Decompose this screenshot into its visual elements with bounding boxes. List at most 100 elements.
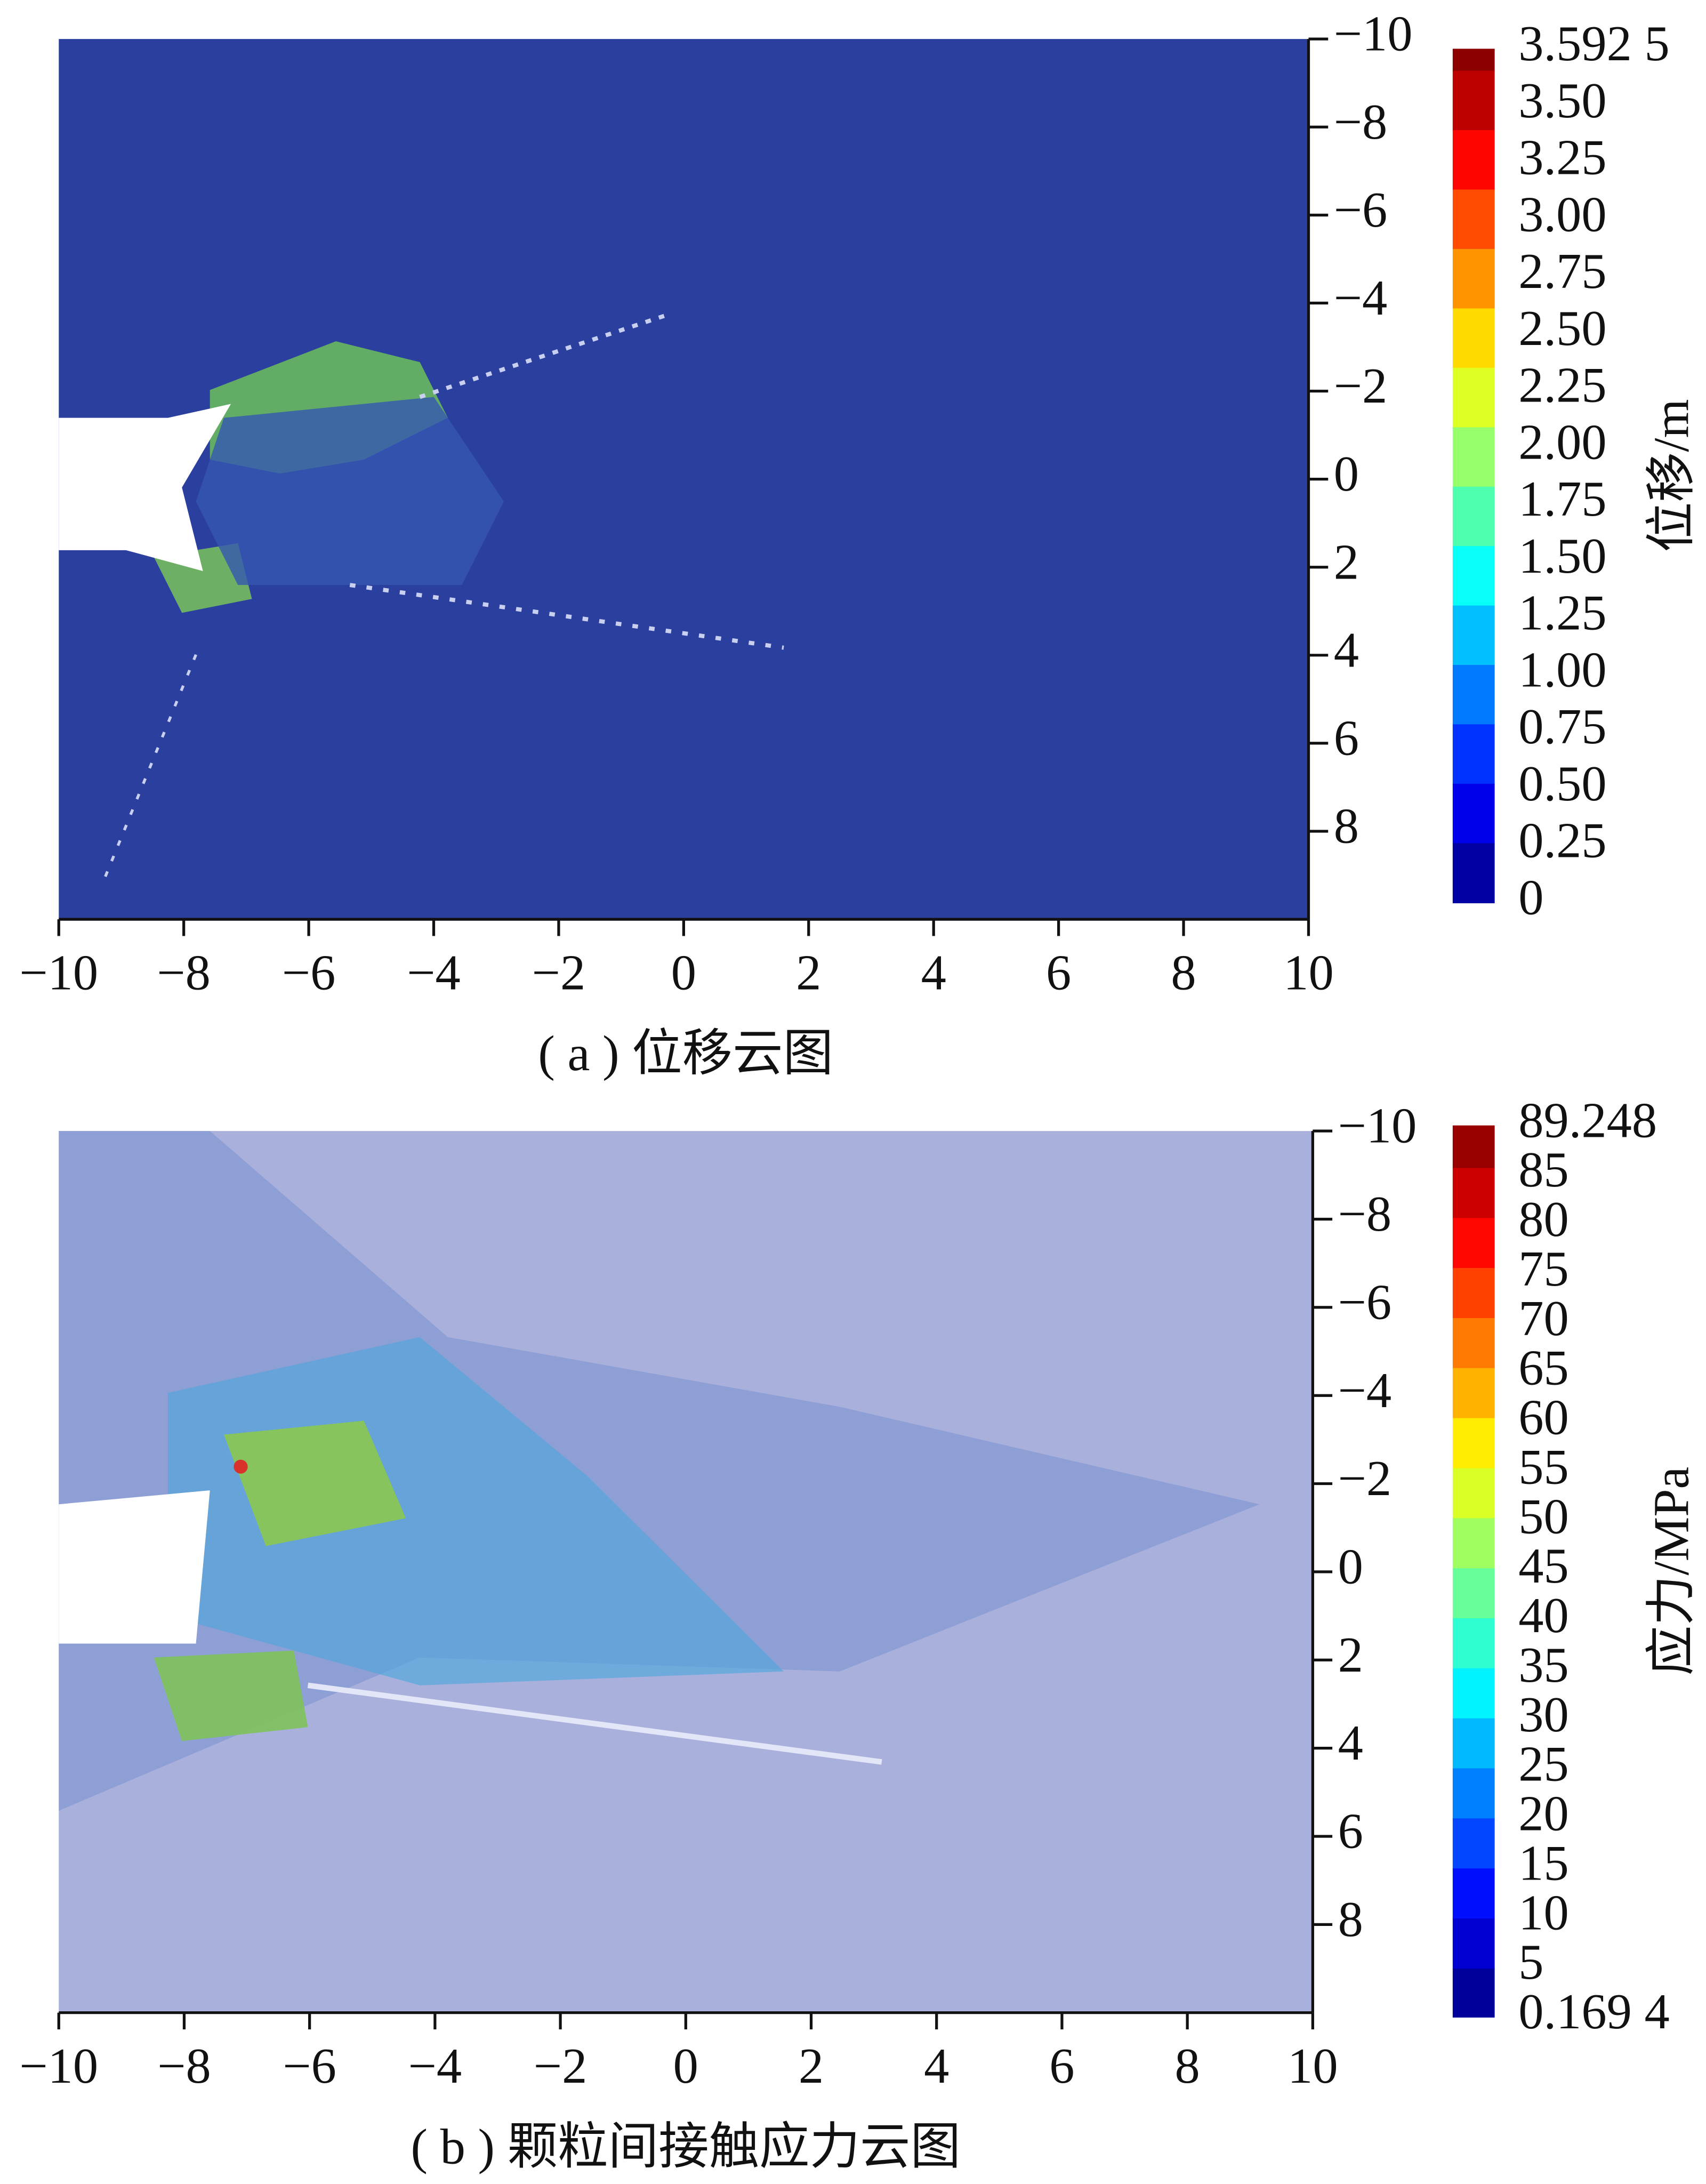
x-tick-label: 4: [924, 2038, 949, 2094]
colorbar-band: [1452, 1468, 1495, 1519]
y-tick-label: 2: [1334, 534, 1359, 590]
x-tick-label: 10: [1287, 2038, 1338, 2094]
field-blob: [168, 1337, 784, 1685]
colorbar-band: [1452, 1568, 1495, 1619]
y-tick-label: −4: [1334, 270, 1388, 326]
x-tick-label: −2: [534, 2038, 588, 2094]
y-tick-label: −8: [1338, 1186, 1392, 1242]
x-tick-label: 4: [921, 945, 946, 1001]
x-tick-label: 6: [1049, 2038, 1074, 2094]
x-tick-label: 10: [1283, 945, 1333, 1001]
colorbar-band: [1452, 1318, 1495, 1369]
colorbar-band: [1452, 49, 1495, 71]
x-tick-label: −6: [283, 2038, 336, 2094]
colorbar-band: [1452, 1968, 1495, 2018]
caption: ( a ) 位移云图: [538, 1026, 833, 1081]
colorbar-tick-label: 1.50: [1518, 528, 1606, 584]
x-tick-label: 0: [673, 2038, 698, 2094]
colorbar-band: [1452, 1618, 1495, 1669]
colorbar-band: [1452, 1518, 1495, 1569]
colorbar-tick-label: 40: [1518, 1588, 1568, 1643]
y-tick-label: 8: [1334, 799, 1359, 854]
y-tick-label: −2: [1334, 358, 1388, 414]
colorbar-tick-label: 3.00: [1518, 187, 1606, 242]
colorbar-tick-label: 35: [1518, 1637, 1568, 1693]
colorbar-band: [1452, 546, 1495, 606]
field-blob: [234, 1459, 248, 1474]
y-tick-label: 8: [1338, 1892, 1363, 1947]
y-tick-label: −4: [1338, 1363, 1392, 1418]
colorbar-band: [1452, 1868, 1495, 1920]
colorbar-band: [1452, 783, 1495, 844]
x-tick-label: −8: [157, 2038, 211, 2094]
colorbar-band: [1452, 367, 1495, 428]
y-tick-label: 6: [1338, 1804, 1363, 1859]
field-crack: [419, 311, 673, 399]
colorbar-tick-label: 15: [1518, 1836, 1568, 1891]
field-blob: [224, 1420, 406, 1546]
colorbar-band: [1452, 130, 1495, 190]
y-tick-label: 4: [1338, 1715, 1363, 1771]
x-tick-label: −8: [157, 945, 211, 1001]
colorbar-tick-label: 0.25: [1518, 813, 1606, 869]
colorbar-tick-label: 50: [1518, 1489, 1568, 1545]
colorbar-band: [1452, 70, 1495, 131]
field-b: [59, 1131, 1313, 2013]
colorbar-band: [1452, 1168, 1495, 1219]
colorbar-tick-label: 0.50: [1518, 756, 1606, 812]
x-tick-label: 0: [671, 945, 696, 1001]
x-tick-label: −6: [282, 945, 336, 1001]
x-tick-label: −4: [408, 2038, 462, 2094]
colorbar-tick-label: 45: [1518, 1538, 1568, 1594]
colorbar-tick-label: 0: [1518, 870, 1543, 926]
x-tick-label: 6: [1046, 945, 1071, 1001]
colorbar-band: [1452, 1668, 1495, 1719]
y-tick-label: −6: [1334, 182, 1388, 238]
x-tick-label: −2: [532, 945, 586, 1001]
colorbar-tick-label: 2.50: [1518, 301, 1606, 356]
colorbar-label: 位移/m: [1644, 399, 1699, 552]
colorbar-band: [1452, 1718, 1495, 1769]
colorbar-tick-label: 25: [1518, 1737, 1568, 1792]
colorbar-tick-label: 3.25: [1518, 130, 1606, 186]
x-tick-label: −10: [19, 2038, 98, 2094]
colorbar-tick-label: 89.248: [1518, 1093, 1657, 1148]
colorbar-tick-label: 10: [1518, 1885, 1568, 1941]
colorbar-tick-label: 1.25: [1518, 585, 1606, 641]
x-tick-label: 8: [1171, 945, 1196, 1001]
colorbar-tick-label: 20: [1518, 1786, 1568, 1842]
colorbar-tick-label: 2.75: [1518, 244, 1606, 299]
colorbar-band: [1452, 1918, 1495, 1970]
y-tick-label: 0: [1338, 1539, 1363, 1595]
field-blob: [196, 397, 504, 585]
colorbar-band: [1452, 605, 1495, 666]
colorbar-tick-label: 75: [1518, 1241, 1568, 1297]
colorbar-tick-label: 2.25: [1518, 358, 1606, 413]
y-tick-label: −8: [1334, 94, 1388, 150]
colorbar-band: [1452, 1818, 1495, 1869]
field-void: [59, 1490, 210, 1644]
field-crack: [349, 583, 784, 650]
colorbar-band: [1452, 1768, 1495, 1819]
colorbar-tick-label: 30: [1518, 1687, 1568, 1743]
field-a: [59, 39, 1309, 920]
colorbar-tick-label: 1.75: [1518, 471, 1606, 527]
colorbar-band: [1452, 664, 1495, 725]
caption: ( b ) 颗粒间接触应力云图: [411, 2119, 961, 2175]
field-blob: [154, 1650, 308, 1741]
field-crack: [103, 654, 197, 878]
x-tick-label: −10: [19, 945, 98, 1001]
y-tick-label: 0: [1334, 446, 1359, 502]
colorbar-tick-label: 1.00: [1518, 643, 1606, 698]
y-tick-label: −10: [1338, 1098, 1417, 1154]
colorbar-tick-label: 3.50: [1518, 73, 1606, 129]
colorbar-tick-label: 55: [1518, 1440, 1568, 1495]
x-tick-label: 2: [799, 2038, 824, 2094]
colorbar-band: [1452, 308, 1495, 369]
colorbar-band: [1452, 1218, 1495, 1269]
y-tick-label: 4: [1334, 623, 1359, 678]
colorbar-band: [1452, 1368, 1495, 1419]
colorbar-tick-label: 70: [1518, 1291, 1568, 1346]
colorbar-band: [1452, 1125, 1495, 1169]
